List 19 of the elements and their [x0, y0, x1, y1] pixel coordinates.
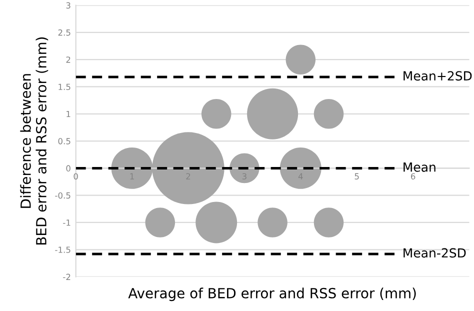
- y-tick-label: 2: [66, 56, 70, 63]
- ref-line-label: Mean: [404, 162, 436, 172]
- y-tick-label: 1.5: [58, 84, 70, 90]
- x-tick-label: 6: [410, 173, 416, 180]
- ref-line-label: Mean+2SD: [404, 71, 472, 81]
- ref-line-label: Mean-2SD: [404, 248, 466, 258]
- y-axis-title: Difference between BED error and RSS error (mm): [20, 37, 48, 244]
- y-tick-label: 2.5: [58, 29, 70, 36]
- y-tick-label: 0.5: [58, 138, 70, 144]
- x-tick-label: 0: [74, 173, 78, 180]
- y-tick-label: -1: [63, 220, 70, 226]
- y-tick-label: 0: [66, 165, 70, 172]
- y-tick-label: 3: [66, 2, 70, 9]
- x-tick-label: 5: [354, 173, 359, 180]
- x-axis-title: Average of BED error and RSS error (mm): [128, 288, 416, 302]
- y-tick-label: -0.5: [55, 192, 70, 199]
- y-tick-label: 1: [66, 110, 70, 118]
- y-tick-label: -2: [63, 274, 70, 280]
- y-tick-label: -1.5: [55, 246, 70, 253]
